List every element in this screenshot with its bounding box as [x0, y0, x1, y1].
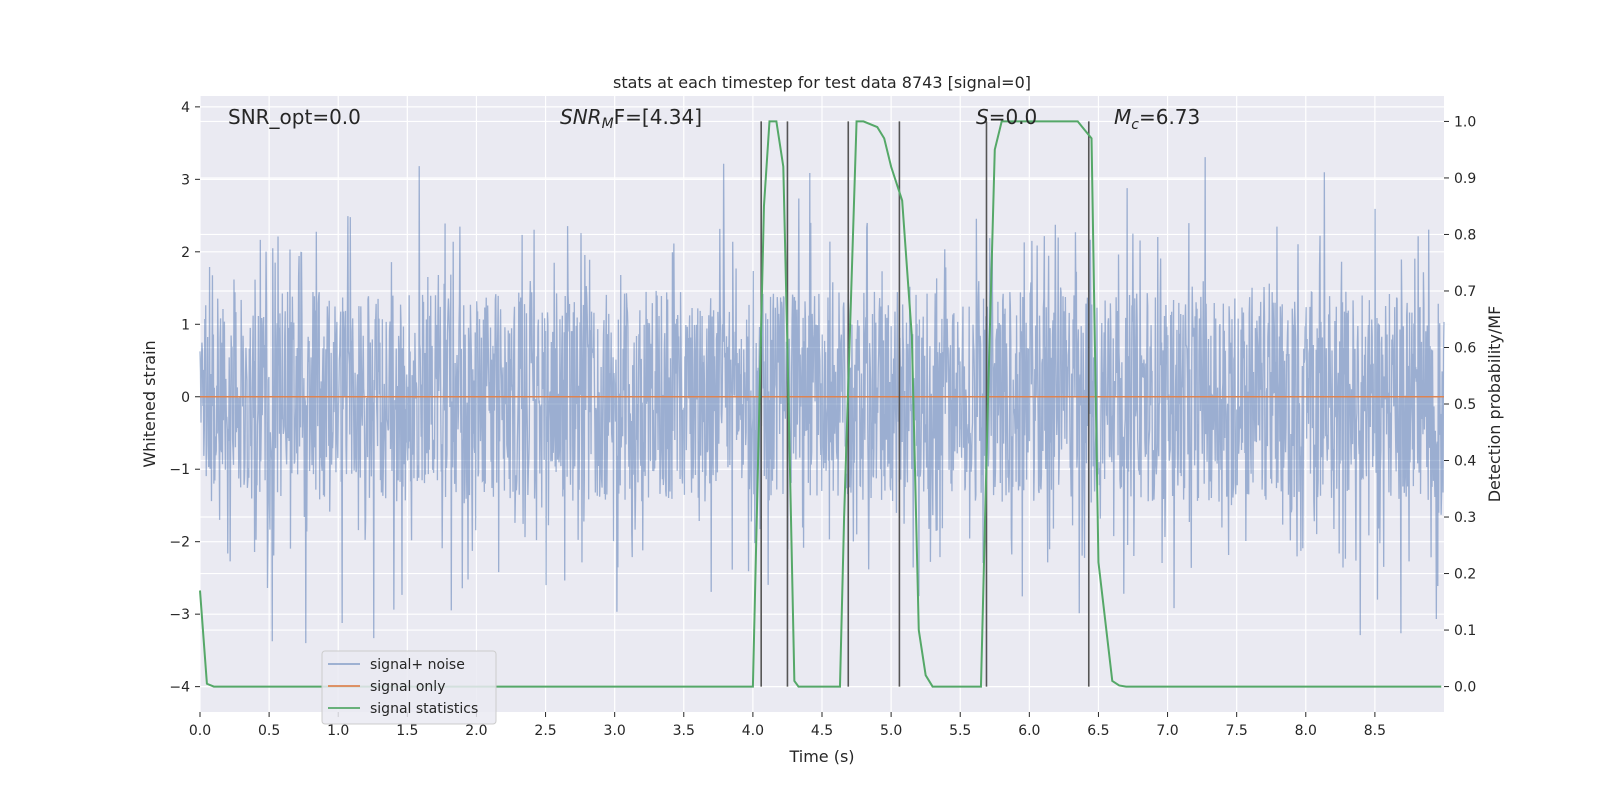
y-right-tick-label: 0.5 [1454, 397, 1476, 413]
y-left-tick-label: 4 [181, 100, 190, 116]
y-left-tick-label: −4 [169, 680, 190, 696]
y-left-tick-label: −3 [169, 607, 190, 623]
y-axis-left: −4 −3 −2 −1 0 1 2 3 4 [169, 100, 200, 696]
noise-line [199, 157, 1445, 644]
x-tick-label: 5.0 [880, 723, 902, 739]
y-right-tick-label: 0.4 [1454, 454, 1476, 470]
legend: signal+ noise signal only signal statist… [321, 650, 497, 725]
y-right-tick-label: 0.2 [1454, 567, 1476, 583]
x-tick-label: 2.0 [465, 723, 487, 739]
chart-title: stats at each timestep for test data 874… [613, 73, 1031, 92]
y-right-tick-label: 0.8 [1454, 227, 1476, 243]
y-right-tick-label: 0.3 [1454, 510, 1476, 526]
x-tick-label: 3.5 [673, 723, 695, 739]
y-axis-right: 0.0 0.1 0.2 0.3 0.4 0.5 0.6 0.7 0.8 0.9 1.0 [1444, 114, 1476, 696]
x-axis-label: Time (s) [788, 747, 854, 766]
y-right-tick-label: 0.1 [1454, 623, 1476, 639]
y-axis-right-label: Detection probability/MF [1485, 306, 1504, 503]
x-tick-label: 1.5 [396, 723, 418, 739]
y-right-tick-label: 1.0 [1454, 114, 1476, 130]
legend-label-signal-only: signal only [370, 679, 445, 695]
x-tick-label: 2.5 [534, 723, 556, 739]
x-tick-label: 1.0 [327, 723, 349, 739]
y-right-tick-label: 0.6 [1454, 340, 1476, 356]
y-axis-left-label: Whitened strain [140, 340, 159, 467]
x-tick-label: 7.0 [1156, 723, 1178, 739]
y-left-tick-label: 2 [181, 245, 190, 261]
signal-statistics-line [199, 120, 1442, 688]
y-left-tick-label: −2 [169, 535, 190, 551]
y-left-tick-label: −1 [169, 462, 190, 478]
x-tick-label: 4.0 [742, 723, 764, 739]
vertical-markers [760, 121, 1090, 687]
x-tick-label: 6.0 [1018, 723, 1040, 739]
annotation-mc: Mc=6.73 [1114, 105, 1200, 133]
legend-label-signal-statistics: signal statistics [370, 701, 478, 717]
x-tick-label: 5.5 [949, 723, 971, 739]
x-tick-label: 8.0 [1295, 723, 1317, 739]
annotation-s: S=0.0 [976, 105, 1037, 129]
x-tick-label: 3.0 [604, 723, 626, 739]
x-tick-label: 7.5 [1226, 723, 1248, 739]
annotation-snr-opt: SNR_opt=0.0 [228, 105, 361, 129]
legend-label-signal-noise: signal+ noise [370, 657, 465, 673]
y-left-tick-label: 0 [181, 390, 190, 406]
noise-trace [199, 157, 1445, 644]
x-tick-label: 6.5 [1087, 723, 1109, 739]
x-tick-label: 0.5 [258, 723, 280, 739]
y-left-tick-label: 1 [181, 317, 190, 333]
x-tick-label: 4.5 [811, 723, 833, 739]
annotation-snr-mf: SNRMF=[4.34] [560, 105, 702, 132]
x-tick-label: 0.0 [189, 723, 211, 739]
y-right-tick-label: 0.0 [1454, 680, 1476, 696]
y-right-tick-label: 0.9 [1454, 171, 1476, 187]
y-right-tick-label: 0.7 [1454, 284, 1476, 300]
x-axis: 0.0 0.5 1.0 1.5 2.0 2.5 3.0 3.5 4.0 4.5 5.0 5.5 6.0 6… [189, 712, 1386, 739]
y-left-tick-label: 3 [181, 172, 190, 188]
x-tick-label: 8.5 [1364, 723, 1386, 739]
legend-box [321, 650, 497, 725]
signal-statistics-series [199, 120, 1442, 688]
